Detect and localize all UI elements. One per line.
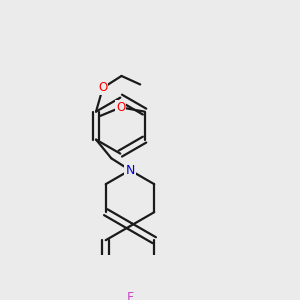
Text: N: N <box>125 164 135 177</box>
Text: O: O <box>116 101 125 114</box>
Text: F: F <box>126 291 134 300</box>
Text: O: O <box>98 81 107 94</box>
